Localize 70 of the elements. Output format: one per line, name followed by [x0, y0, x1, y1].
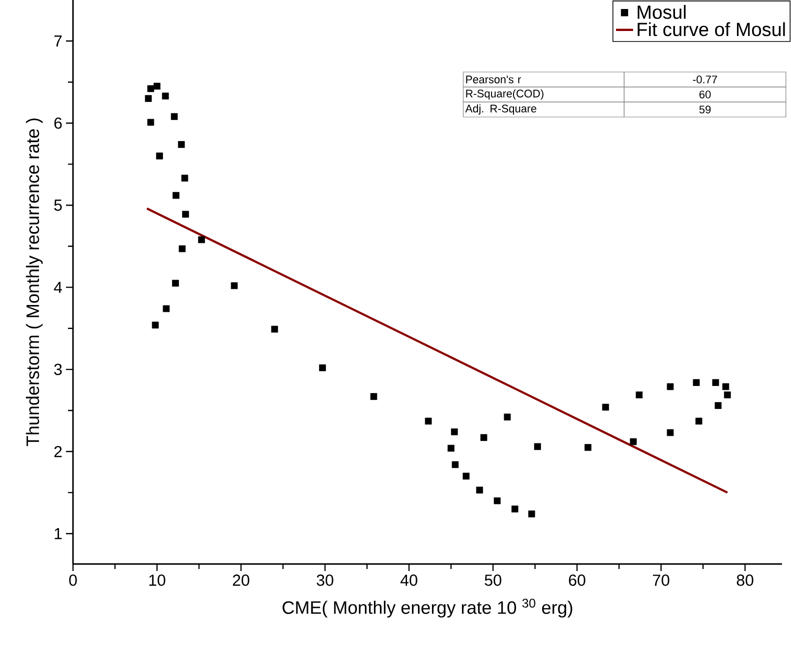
point: [198, 236, 205, 244]
point: [154, 82, 160, 90]
point: [528, 510, 536, 518]
y-axis-title: Thunderstorm ( Monthly recurrence rate ): [26, 118, 43, 446]
point: [424, 418, 432, 425]
y-tick-label: 1: [54, 528, 62, 540]
x-tick-label: 20: [232, 574, 250, 586]
y-tick-label: 4: [54, 282, 62, 293]
point: [147, 118, 154, 126]
point: [230, 282, 238, 290]
point: [462, 472, 470, 480]
point: [172, 280, 179, 287]
point: [156, 152, 163, 160]
point: [162, 305, 170, 312]
point: [178, 245, 186, 252]
x-tick-label: 70: [652, 574, 670, 586]
point: [602, 404, 609, 411]
point: [714, 402, 722, 409]
annotation: -0.77: [692, 76, 718, 84]
y-tick-label: 3: [54, 364, 62, 376]
y-tick-label: 6: [54, 117, 62, 129]
annotation: 60: [699, 90, 711, 98]
point: [147, 85, 154, 92]
x-tick-label: 0: [69, 574, 77, 586]
legend-label: Fit curve of Mosul: [638, 22, 785, 36]
point: [162, 92, 169, 100]
point: [271, 326, 278, 333]
point: [152, 322, 159, 328]
point: [182, 210, 189, 218]
point: [144, 95, 152, 102]
annotation: Pearson's r: [466, 76, 521, 84]
x-tick-label: 30: [316, 574, 334, 586]
point: [724, 391, 731, 398]
x-tick-label: 50: [484, 574, 502, 586]
point: [504, 414, 511, 420]
point: [666, 383, 674, 390]
x-tick-label: 80: [736, 574, 754, 586]
point: [370, 393, 378, 400]
point: [630, 438, 637, 446]
point: [178, 141, 185, 148]
point: [172, 192, 180, 199]
y-tick-label: 2: [54, 446, 62, 458]
x-axis-title: CME( Monthly energy rate 10 $^{30}$ erg): [282, 598, 572, 618]
x-tick-label: 10: [149, 574, 166, 586]
point: [452, 461, 459, 468]
point: [480, 434, 488, 441]
annotation: R-Square(COD): [466, 89, 544, 100]
point: [450, 428, 458, 436]
point: [692, 379, 700, 386]
point: [666, 429, 674, 436]
point: [636, 391, 643, 398]
point: [494, 497, 501, 504]
point: [170, 113, 178, 120]
point: [448, 444, 454, 452]
y-tick-label: 5: [54, 200, 62, 211]
legend-label: Mosul: [638, 4, 686, 19]
x-tick-label: 40: [400, 574, 418, 586]
point: [712, 379, 720, 386]
point: [584, 444, 592, 451]
point: [181, 174, 188, 182]
point: [534, 443, 541, 450]
point: [722, 383, 730, 390]
point: [319, 364, 326, 372]
y-tick-label: 7: [54, 36, 62, 47]
point: [511, 506, 518, 512]
point: [695, 418, 702, 425]
x-tick-label: 60: [568, 574, 586, 586]
annotation: Adj. R-Square: [465, 104, 536, 115]
point: [476, 486, 483, 494]
annotation: 59: [699, 106, 711, 114]
